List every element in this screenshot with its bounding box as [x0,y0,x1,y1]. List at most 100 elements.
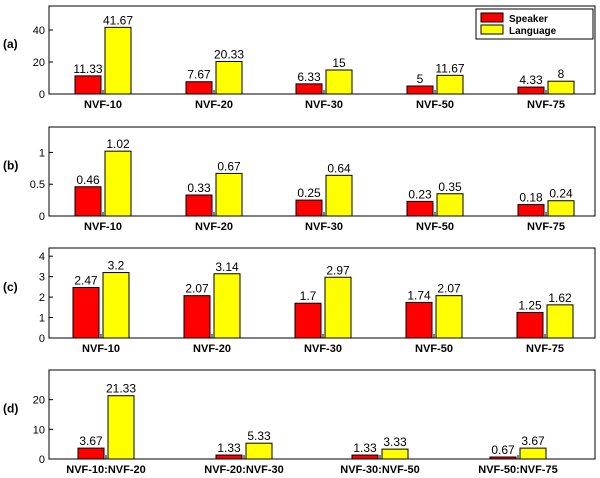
bar-language-nvf-30 [325,69,353,95]
data-label: 1.7 [300,289,317,303]
data-label: 3.14 [215,260,239,274]
data-label: 0.25 [297,186,321,200]
data-label: 1.62 [548,291,572,305]
y-tick-label: 0 [39,454,45,466]
category-label: NVF-30 [305,99,343,111]
data-label: 3.33 [383,435,407,449]
data-label: 3.67 [521,434,545,448]
plot-frame-3 [48,247,596,339]
data-label: 15 [332,56,346,70]
category-label: NVF-20 [195,221,233,233]
data-label: 5.33 [247,429,271,443]
bar-speaker-nvf-20 [185,194,213,217]
bar-language-nvf-10-nvf-20 [107,395,135,460]
category-label: NVF-20:NVF-30 [204,464,283,476]
data-label: 11.33 [73,62,102,76]
category-label: NVF-10 [82,343,120,355]
bar-speaker-nvf-50 [406,85,434,95]
data-label: 21.33 [106,382,136,396]
data-label: 0.33 [187,181,211,195]
y-tick-label: 1 [39,147,45,159]
bar-language-nvf-30 [325,174,353,217]
bar-language-nvf-30 [324,276,352,339]
y-tick-label: 0 [39,211,45,223]
category-label: NVF-50 [415,343,453,355]
bar-language-nvf-10 [104,150,132,217]
data-label: 0.24 [549,187,573,201]
y-tick-label: 20 [33,57,45,69]
y-tick-label: 3 [39,272,45,284]
bar-language-nvf-50 [436,74,464,95]
category-label: NVF-30:NVF-50 [340,464,419,476]
bar-speaker-nvf-50 [406,200,434,217]
category-label: NVF-20 [193,343,231,355]
data-label: 1.33 [353,441,377,455]
data-label: 3.2 [108,259,125,273]
bar-language-nvf-20 [213,273,241,339]
data-label: 7.67 [187,68,211,82]
bar-language-nvf-75 [547,200,575,217]
category-label: NVF-75 [527,99,565,111]
data-label: 1.74 [407,288,431,302]
bar-speaker-nvf-75 [517,204,545,217]
bar-language-nvf-50 [435,295,463,339]
data-label: 1.02 [106,137,130,151]
data-label: 0.18 [519,191,543,205]
data-label: 8 [558,67,565,81]
data-label: 1.25 [518,298,542,312]
y-tick-label: 0 [39,89,45,101]
legend-label-language: Language [509,26,557,37]
bar-speaker-nvf-50 [405,301,433,339]
bar-speaker-nvf-10 [72,286,100,339]
bar-speaker-nvf-30 [294,302,322,339]
legend-swatch-language [480,24,504,35]
category-label: NVF-30 [305,221,343,233]
y-tick-label: 0 [39,333,45,345]
bar-language-nvf-50 [436,193,464,217]
category-label: NVF-75 [526,343,564,355]
bar-language-nvf-75 [546,304,574,339]
panel-label: (a) [3,37,18,51]
y-tick-label: 10 [33,424,45,436]
bar-speaker-nvf-75 [516,311,544,339]
y-tick-label: 0.5 [30,179,45,191]
data-label: 11.67 [435,61,464,75]
category-label: NVF-10 [84,221,122,233]
panel-label: (b) [3,159,18,173]
category-label: NVF-75 [527,221,565,233]
data-label: 3.67 [79,434,103,448]
category-label: NVF-50:NVF-75 [478,464,557,476]
data-label: 20.33 [214,47,244,61]
data-label: 4.33 [519,73,543,87]
data-label: 0.46 [76,173,100,187]
data-label: 5 [417,72,424,86]
data-label: 0.67 [217,159,241,173]
bar-language-nvf-50-nvf-75 [519,447,547,460]
bar-speaker-nvf-20-nvf-30 [215,454,243,460]
category-label: NVF-50 [416,99,454,111]
y-tick-label: 4 [39,251,45,263]
bar-language-nvf-30-nvf-50 [381,448,409,460]
data-label: 1.33 [217,441,241,455]
y-tick-label: 2 [39,292,45,304]
y-tick-label: 1 [39,313,45,325]
data-label: 0.35 [438,180,462,194]
legend-swatch-speaker [480,12,504,23]
category-label: NVF-30 [304,343,342,355]
bar-speaker-nvf-30 [295,83,323,95]
bar-language-nvf-20-nvf-30 [245,442,273,460]
data-label: 0.64 [327,161,351,175]
plot-frame-4 [48,369,596,460]
category-label: NVF-10:NVF-20 [66,464,145,476]
data-label: 0.67 [491,443,515,457]
category-label: NVF-20 [195,99,233,111]
bar-speaker-nvf-30 [295,199,323,217]
bar-speaker-nvf-10 [74,75,102,95]
bar-language-nvf-20 [215,60,243,95]
bar-speaker-nvf-75 [517,86,545,95]
data-label: 2.07 [437,282,461,296]
bar-speaker-nvf-10-nvf-20 [77,447,105,460]
panel-label: (d) [3,402,18,416]
bar-language-nvf-10 [102,272,130,339]
